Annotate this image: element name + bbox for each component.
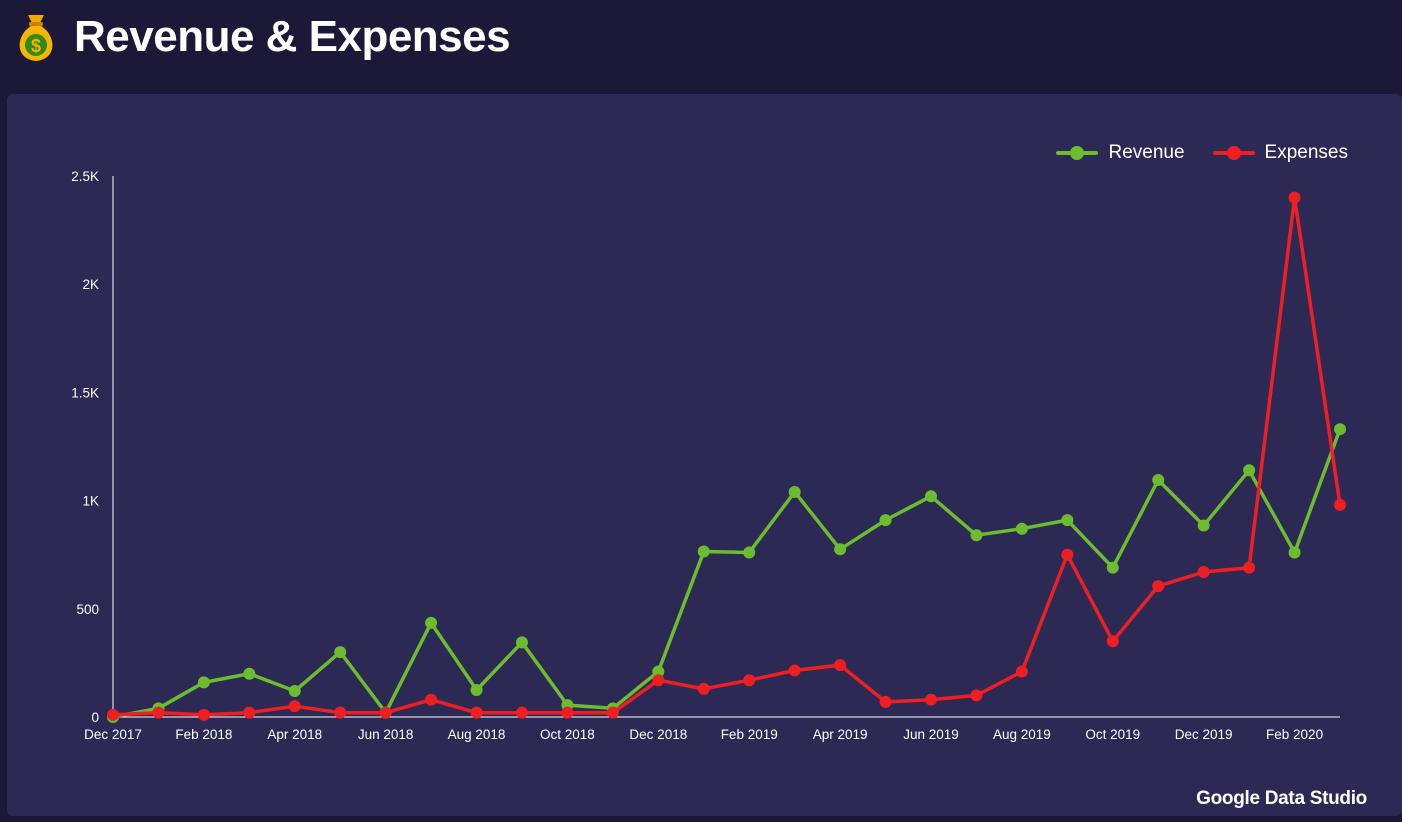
data-point-expenses — [107, 708, 119, 721]
data-point-revenue — [1015, 522, 1028, 535]
data-point-expenses — [970, 689, 983, 702]
header: $ Revenue & Expenses — [0, 0, 1402, 86]
data-point-expenses — [425, 693, 438, 706]
google-data-studio-logo[interactable]: Google Data Studio — [1196, 788, 1367, 809]
data-point-expenses — [1152, 580, 1165, 593]
series-line-revenue — [111, 427, 1342, 719]
data-point-revenue — [1288, 546, 1301, 559]
data-point-revenue — [334, 646, 347, 659]
x-tick-label: Jun 2019 — [903, 727, 959, 742]
data-point-revenue — [470, 683, 483, 696]
data-point-expenses — [1243, 561, 1256, 574]
data-point-revenue — [834, 543, 847, 556]
data-point-revenue — [970, 529, 983, 542]
y-tick-label: 1.5K — [71, 385, 99, 400]
data-point-revenue — [1061, 514, 1074, 527]
data-point-expenses — [1015, 665, 1028, 678]
data-point-expenses — [516, 706, 528, 719]
x-tick-label: Aug 2018 — [448, 727, 506, 742]
series-line-expenses — [111, 195, 1342, 717]
data-point-expenses — [834, 659, 847, 672]
data-point-expenses — [243, 706, 256, 719]
x-tick-label: Oct 2019 — [1085, 727, 1140, 742]
y-tick-label: 1K — [82, 494, 99, 509]
y-tick-label: 0 — [91, 710, 99, 725]
data-point-expenses — [288, 700, 301, 713]
data-point-expenses — [652, 674, 665, 687]
data-point-revenue — [516, 636, 528, 649]
x-tick-label: Apr 2019 — [813, 727, 868, 742]
revenue-swatch-icon — [1056, 146, 1099, 160]
data-point-revenue — [788, 485, 801, 498]
x-tick-label: Dec 2017 — [84, 727, 142, 742]
data-point-revenue — [697, 545, 710, 558]
data-point-revenue — [743, 546, 756, 559]
data-point-revenue — [1152, 474, 1165, 487]
legend-item-expenses[interactable]: Expenses — [1212, 142, 1348, 164]
data-point-revenue — [879, 514, 892, 527]
data-point-expenses — [606, 706, 619, 719]
data-point-expenses — [1061, 548, 1074, 561]
data-point-revenue — [288, 685, 301, 698]
x-tick-label: Dec 2019 — [1175, 727, 1233, 742]
chart-legend: Revenue Expenses — [1056, 142, 1348, 164]
data-point-expenses — [561, 706, 574, 719]
x-tick-label: Apr 2018 — [267, 727, 322, 742]
y-tick-label: 2K — [82, 277, 99, 292]
legend-label-expenses: Expenses — [1264, 142, 1348, 163]
data-point-revenue — [1197, 519, 1210, 532]
data-point-revenue — [925, 490, 937, 503]
data-point-expenses — [879, 695, 892, 708]
legend-label-revenue: Revenue — [1108, 142, 1185, 163]
x-tick-label: Feb 2018 — [175, 727, 232, 742]
data-point-expenses — [697, 682, 710, 695]
legend-item-revenue[interactable]: Revenue — [1056, 142, 1185, 164]
x-tick-label: Aug 2019 — [993, 727, 1051, 742]
data-point-revenue — [1334, 423, 1346, 436]
x-tick-label: Dec 2018 — [629, 727, 687, 742]
y-tick-label: 500 — [76, 602, 99, 617]
data-point-expenses — [152, 706, 165, 719]
data-point-revenue — [425, 616, 438, 629]
data-point-revenue — [1243, 464, 1256, 477]
data-point-revenue — [1106, 561, 1119, 574]
data-point-expenses — [925, 693, 937, 706]
y-tick-label: 2.5K — [71, 169, 99, 184]
data-point-expenses — [788, 664, 801, 677]
data-point-revenue — [243, 667, 256, 680]
data-point-revenue — [197, 676, 210, 689]
data-point-expenses — [1334, 498, 1346, 511]
page-title: Revenue & Expenses — [74, 12, 511, 61]
x-tick-label: Jun 2018 — [358, 727, 414, 742]
x-tick-label: Feb 2019 — [721, 727, 778, 742]
data-point-expenses — [197, 708, 210, 721]
data-point-expenses — [470, 706, 483, 719]
data-point-revenue — [652, 665, 665, 678]
money-bag-icon: $ — [19, 15, 53, 61]
data-point-expenses — [1197, 566, 1210, 579]
data-point-expenses — [743, 674, 756, 687]
data-point-expenses — [1288, 191, 1301, 204]
x-tick-label: Feb 2020 — [1266, 727, 1323, 742]
data-point-expenses — [334, 706, 347, 719]
x-tick-label: Oct 2018 — [540, 727, 595, 742]
data-point-expenses — [1106, 635, 1119, 648]
chart-panel — [7, 94, 1402, 816]
svg-text:$: $ — [31, 36, 41, 56]
expenses-swatch-icon — [1212, 146, 1255, 160]
data-point-expenses — [379, 706, 392, 719]
